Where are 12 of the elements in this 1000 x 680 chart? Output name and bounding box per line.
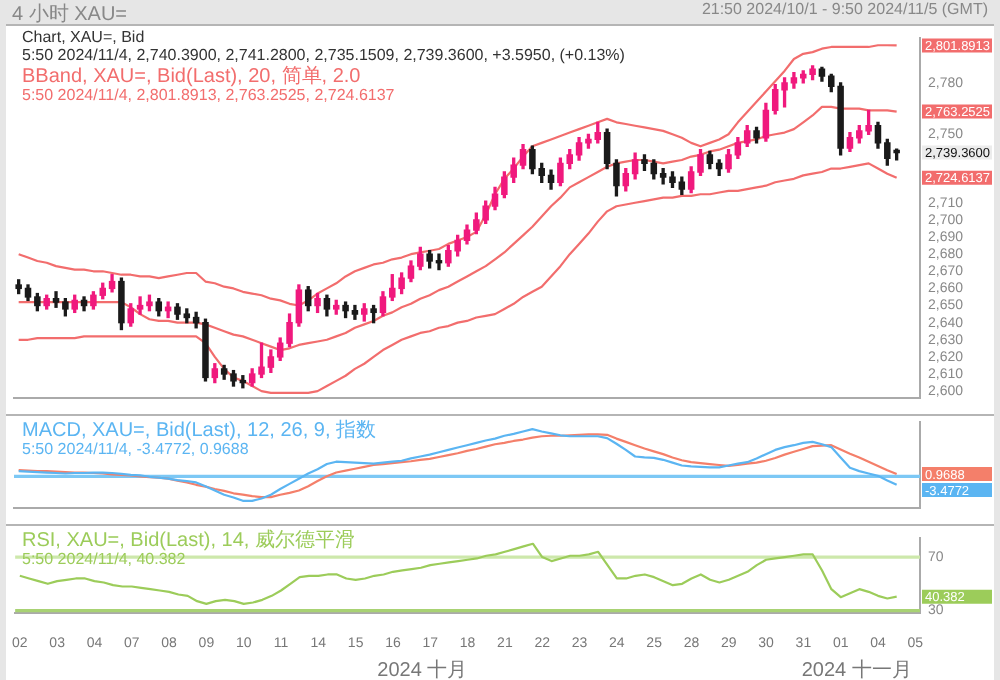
text: 4 小时 XAU=: [12, 1, 128, 28]
text: 5:50 2024/11/4, 2,740.3900, 2,741.2800, 2,735.1509, 2,739.3600, +3.5950, (+0.13%): [22, 45, 625, 65]
text: 2024 十月: [377, 657, 468, 680]
text: 5:50 2024/11/4, -3.4772, 0.9688: [22, 440, 251, 461]
annotation: BBand, XAU=, Bid(Last), 20, 简单, 2.0: [22, 65, 361, 89]
chart-title: RSI, XAU=, Bid(Last), 14, 威尔德平滑: [22, 530, 355, 552]
chart-title: Chart, XAU=, Bid: [22, 28, 147, 48]
text: 5:50 2024/11/4, 40.382: [22, 550, 186, 571]
chart-title: MACD, XAU=, Bid(Last), 12, 26, 9, 指数: [22, 420, 377, 443]
text: 21:50 2024/10/1 - 9:50 2024/11/5 (GMT): [701, 0, 988, 18]
text: 2024 十一月: [801, 657, 912, 680]
annotation: 5:50 2024/11/4, 2,801.8913, 2,763.2525, 2,724.6137: [22, 86, 397, 107]
